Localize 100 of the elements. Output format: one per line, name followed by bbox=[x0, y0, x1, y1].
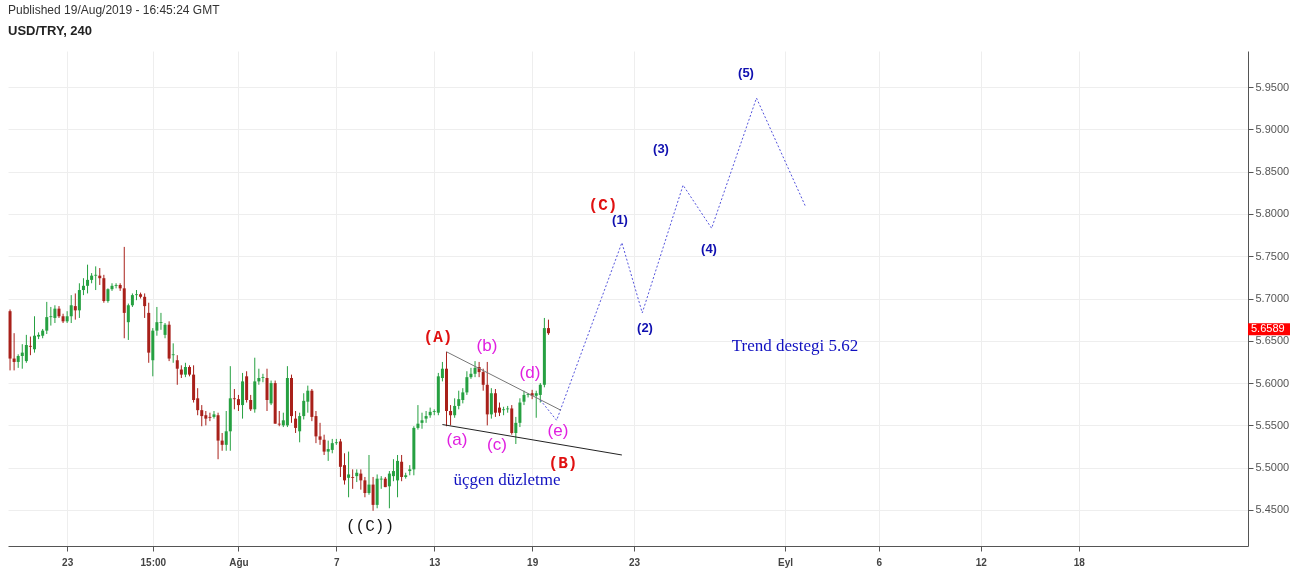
candlestick bbox=[538, 382, 542, 404]
x-tick-label: Eyl bbox=[778, 556, 794, 568]
candlestick bbox=[396, 454, 400, 498]
chart-subtitle: Published 19/Aug/2019 - 16:45:24 GMT bbox=[8, 3, 221, 17]
candlestick bbox=[28, 336, 32, 356]
x-tick-label: 6 bbox=[876, 556, 883, 568]
y-tick-label: 5.7500 bbox=[1255, 249, 1290, 262]
annotation: Trend destegi 5.62 bbox=[731, 336, 859, 355]
candlestick bbox=[102, 274, 106, 304]
y-tick-label: 5.4500 bbox=[1255, 503, 1290, 516]
annotation: (C) bbox=[588, 197, 618, 215]
x-tick-label: 19 bbox=[527, 556, 539, 568]
text: 5.6589 bbox=[1251, 322, 1285, 335]
candlestick bbox=[94, 265, 98, 291]
x-tick-label: 18 bbox=[1073, 556, 1086, 568]
candlestick bbox=[208, 412, 212, 422]
candlestick bbox=[269, 380, 273, 406]
y-tick-label: 5.6000 bbox=[1255, 376, 1290, 389]
annotation: (5) bbox=[738, 65, 754, 80]
candlestick bbox=[212, 410, 216, 420]
candlestick bbox=[224, 410, 228, 452]
annotation: (d) bbox=[519, 363, 541, 382]
candlestick bbox=[277, 410, 281, 427]
candlestick bbox=[77, 282, 81, 319]
candlestick bbox=[110, 282, 114, 292]
candlestick bbox=[24, 334, 28, 364]
candlestick bbox=[400, 454, 404, 482]
x-tick-label: 15:00 bbox=[140, 556, 167, 568]
candlestick bbox=[45, 301, 49, 335]
x-tick-label: Ağu bbox=[229, 556, 249, 568]
y-tick-label: 5.6500 bbox=[1255, 334, 1290, 347]
candlestick bbox=[518, 397, 522, 428]
candlestick bbox=[465, 370, 469, 396]
candlestick bbox=[481, 368, 485, 392]
candlestick bbox=[155, 306, 159, 337]
annotation: üçgen düzletme bbox=[453, 470, 561, 489]
y-tick-label: 5.5000 bbox=[1255, 461, 1290, 474]
candlestick bbox=[351, 468, 355, 490]
candlestick bbox=[232, 388, 236, 410]
candlestick bbox=[424, 410, 428, 424]
candlestick bbox=[387, 470, 391, 509]
candlestick bbox=[134, 289, 138, 301]
candlestick bbox=[294, 410, 298, 434]
annotation: (c) bbox=[487, 435, 507, 454]
candlestick bbox=[371, 476, 375, 512]
candlestick bbox=[306, 385, 310, 414]
chart-title: USD/TRY, 240 bbox=[8, 23, 93, 38]
candlestick bbox=[114, 282, 118, 289]
candlestick bbox=[126, 303, 130, 341]
candlestick bbox=[200, 404, 204, 427]
candlestick bbox=[33, 315, 37, 354]
candlestick bbox=[302, 392, 306, 420]
annotation: (4) bbox=[701, 241, 717, 256]
candlestick bbox=[175, 354, 179, 386]
candlestick bbox=[322, 434, 326, 456]
candlestick bbox=[86, 264, 90, 294]
y-tick-label: 5.9500 bbox=[1255, 80, 1290, 93]
candlestick bbox=[359, 468, 363, 491]
y-tick-label: 5.7000 bbox=[1255, 292, 1290, 304]
candlestick bbox=[420, 412, 424, 430]
y-tick-label: 5.9000 bbox=[1255, 122, 1290, 135]
candlestick bbox=[53, 304, 57, 324]
y-tick-label: 5.5500 bbox=[1255, 418, 1290, 431]
candlestick bbox=[347, 451, 351, 498]
annotation: (3) bbox=[653, 141, 669, 156]
candlestick bbox=[265, 368, 269, 412]
candlestick bbox=[457, 390, 461, 410]
annotation: (A) bbox=[423, 329, 453, 347]
annotation: (e) bbox=[547, 421, 569, 440]
candlestick bbox=[493, 388, 497, 418]
x-tick-label: 23 bbox=[629, 556, 641, 568]
candlestick bbox=[171, 342, 175, 364]
y-tick-label: 5.8500 bbox=[1255, 165, 1290, 178]
y-tick-label: 5.8000 bbox=[1255, 207, 1290, 220]
x-tick-label: 12 bbox=[975, 556, 988, 568]
candlestick bbox=[453, 397, 457, 419]
candlestick bbox=[20, 343, 24, 370]
candlestick bbox=[241, 372, 245, 420]
candlestick bbox=[143, 292, 147, 319]
annotation: ((C)) bbox=[345, 518, 395, 536]
candlestick bbox=[69, 294, 73, 324]
candlestick bbox=[473, 360, 477, 378]
candlestick bbox=[298, 412, 302, 443]
candlestick bbox=[489, 387, 493, 420]
candlestick bbox=[245, 370, 249, 404]
candlestick bbox=[391, 458, 395, 482]
candlestick bbox=[363, 476, 367, 498]
candlestick bbox=[261, 373, 265, 383]
annotation: (b) bbox=[476, 336, 498, 355]
x-tick-label: 13 bbox=[429, 556, 441, 568]
annotation: (a) bbox=[446, 430, 468, 449]
annotation: (1) bbox=[612, 212, 628, 227]
x-tick-label: 7 bbox=[334, 556, 341, 568]
candlestick bbox=[159, 312, 163, 331]
annotation: (2) bbox=[637, 320, 653, 335]
candlestick bbox=[49, 306, 53, 327]
candlestick bbox=[367, 454, 371, 496]
candlestick bbox=[326, 440, 330, 462]
candlestick bbox=[257, 368, 261, 386]
candlestick bbox=[514, 416, 518, 445]
